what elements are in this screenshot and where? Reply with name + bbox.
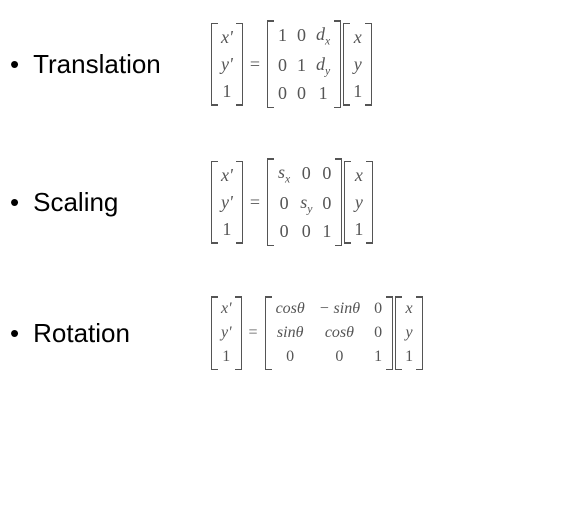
cell: x' (221, 27, 233, 48)
section-scaling: • Scaling x' y' 1 = sx 0 0 0 sy 0 0 0 (10, 158, 567, 246)
cell: x (355, 165, 363, 186)
label-text: Translation (33, 49, 161, 80)
equals: = (249, 324, 258, 342)
bullet-icon: • (10, 51, 19, 77)
cell: 1 (319, 83, 328, 104)
cell: 0 (335, 348, 343, 366)
cell: − sinθ (319, 300, 360, 318)
section-rotation: • Rotation x' y' 1 = cosθ − sinθ 0 sinθ … (10, 296, 567, 370)
lhs-vector: x' y' 1 (211, 23, 243, 106)
rhs-vector: x y 1 (395, 296, 423, 370)
cell: 0 (280, 193, 289, 214)
cell: y' (221, 324, 232, 342)
transform-matrix: cosθ − sinθ 0 sinθ cosθ 0 0 0 1 (265, 296, 394, 370)
lhs-vector: x' y' 1 (211, 161, 243, 244)
cell: dx (316, 24, 330, 48)
cell: 0 (278, 55, 287, 76)
equation-rotation: x' y' 1 = cosθ − sinθ 0 sinθ cosθ 0 0 0 … (210, 296, 424, 370)
cell: x (354, 27, 362, 48)
transform-matrix: 1 0 dx 0 1 dy 0 0 1 (267, 20, 341, 108)
label-text: Scaling (33, 187, 118, 218)
cell: 0 (302, 163, 311, 184)
cell: 1 (405, 348, 413, 366)
cell: 0 (297, 25, 306, 46)
cell: 0 (278, 83, 287, 104)
cell: 0 (302, 221, 311, 242)
cell: 1 (278, 25, 287, 46)
label-translation: • Translation (10, 49, 210, 80)
rhs-vector: x y 1 (343, 23, 372, 106)
cell: 0 (297, 83, 306, 104)
cell: cosθ (276, 300, 305, 318)
cell: 1 (353, 81, 362, 102)
lhs-vector: x' y' 1 (211, 296, 242, 370)
cell: y' (221, 192, 233, 213)
cell: 0 (374, 324, 382, 342)
cell: y (354, 54, 362, 75)
transform-matrix: sx 0 0 0 sy 0 0 0 1 (267, 158, 342, 246)
bullet-icon: • (10, 189, 19, 215)
cell: sy (300, 192, 312, 216)
label-text: Rotation (33, 318, 130, 349)
equation-translation: x' y' 1 = 1 0 dx 0 1 dy 0 0 1 (210, 20, 373, 108)
cell: 1 (374, 348, 382, 366)
cell: y' (221, 54, 233, 75)
cell: 1 (222, 219, 231, 240)
cell: x' (221, 165, 233, 186)
equals: = (250, 192, 260, 213)
cell: 0 (322, 163, 331, 184)
cell: 0 (322, 193, 331, 214)
cell: 0 (280, 221, 289, 242)
label-rotation: • Rotation (10, 318, 210, 349)
bullet-icon: • (10, 320, 19, 346)
cell: sinθ (277, 324, 304, 342)
cell: sx (278, 162, 290, 186)
cell: 1 (222, 348, 230, 366)
cell: 0 (374, 300, 382, 318)
rhs-vector: x y 1 (344, 161, 373, 244)
cell: 1 (297, 55, 306, 76)
cell: 1 (354, 219, 363, 240)
cell: x' (221, 300, 232, 318)
equals: = (250, 54, 260, 75)
equation-scaling: x' y' 1 = sx 0 0 0 sy 0 0 0 1 (210, 158, 374, 246)
section-translation: • Translation x' y' 1 = 1 0 dx 0 1 dy 0 … (10, 20, 567, 108)
cell: 1 (222, 81, 231, 102)
label-scaling: • Scaling (10, 187, 210, 218)
cell: 1 (322, 221, 331, 242)
cell: 0 (286, 348, 294, 366)
cell: y (355, 192, 363, 213)
cell: x (406, 300, 413, 318)
cell: dy (316, 54, 330, 78)
cell: cosθ (325, 324, 354, 342)
cell: y (406, 324, 413, 342)
